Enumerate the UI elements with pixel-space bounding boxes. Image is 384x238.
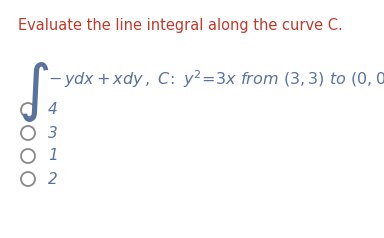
Text: 3: 3 bbox=[48, 125, 58, 140]
Text: $-\,ydx + xdy\,,\ C\!:\ y^{2}\!=\!3x\ from\ (3,3)\ to\ (0,0)$: $-\,ydx + xdy\,,\ C\!:\ y^{2}\!=\!3x\ fr… bbox=[48, 68, 384, 90]
Text: 2: 2 bbox=[48, 172, 58, 187]
Text: 4: 4 bbox=[48, 103, 58, 118]
Text: 1: 1 bbox=[48, 149, 58, 164]
Text: Evaluate the line integral along the curve C.: Evaluate the line integral along the cur… bbox=[18, 18, 343, 33]
Text: $\int$: $\int$ bbox=[18, 60, 49, 124]
